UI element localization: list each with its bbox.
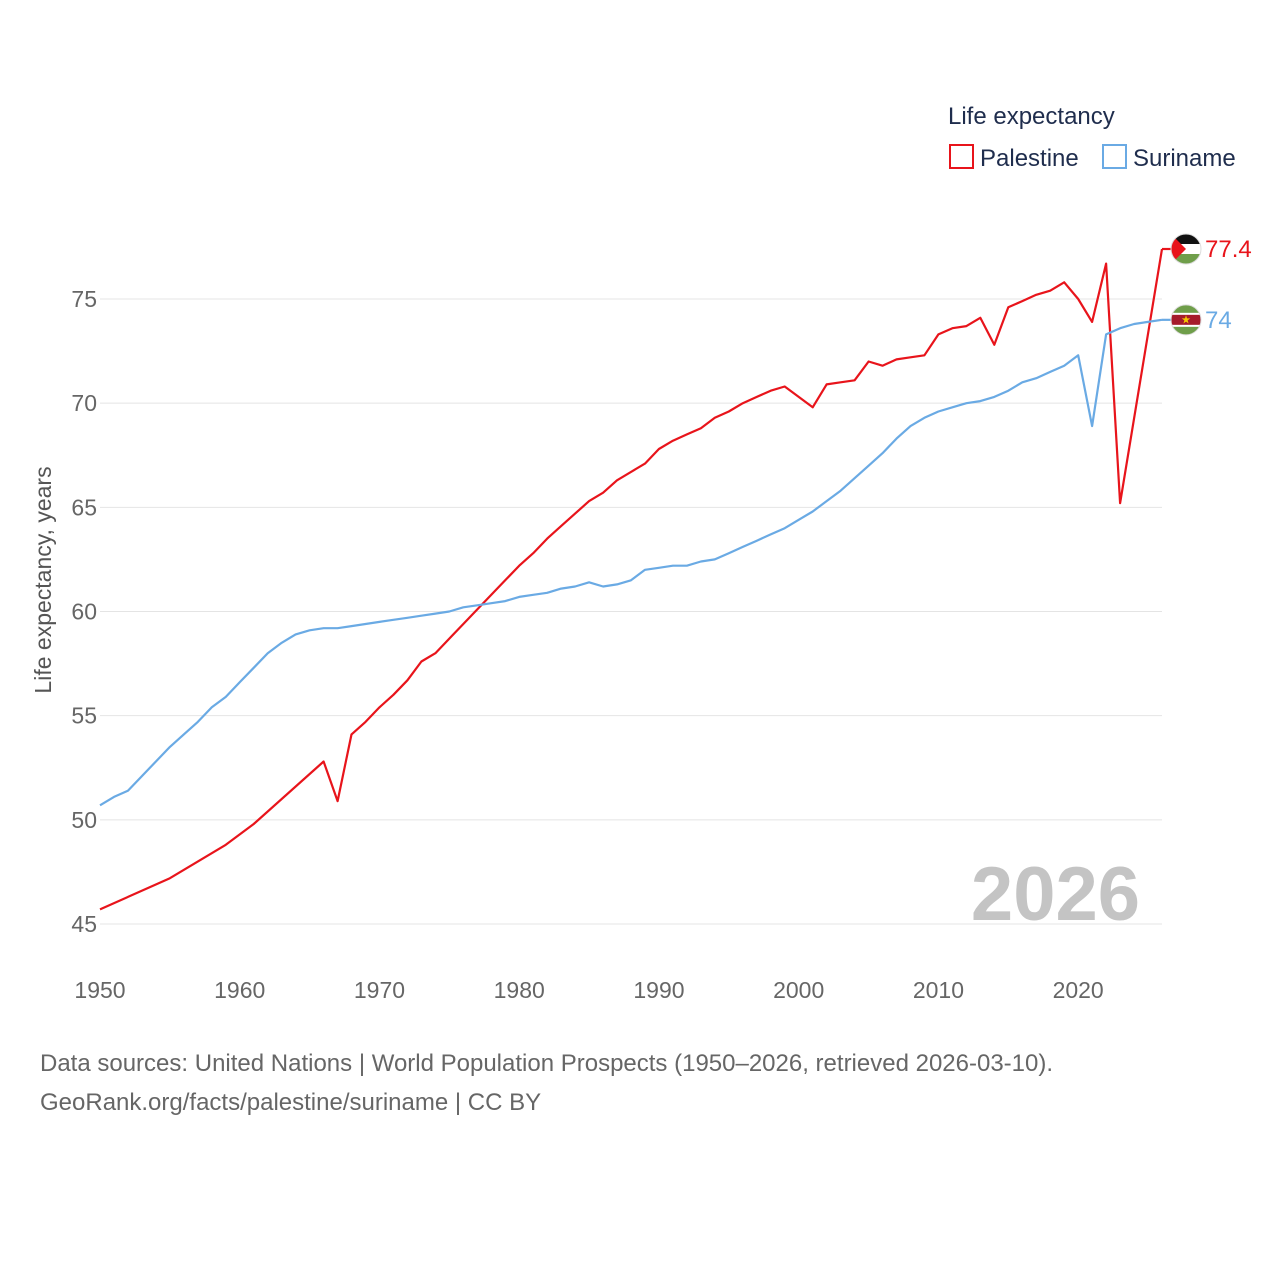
x-tick-1960: 1960: [214, 977, 265, 1003]
y-tick-65: 65: [71, 494, 97, 520]
series-end-labels: 77.4 74: [1170, 233, 1252, 336]
y-tick-50: 50: [71, 807, 97, 833]
y-tick-55: 55: [71, 703, 97, 729]
x-tick-1950: 1950: [74, 977, 125, 1003]
series-line-palestine[interactable]: [99, 248, 1164, 911]
y-tick-45: 45: [71, 911, 97, 937]
y-tick-70: 70: [71, 390, 97, 416]
x-tick-1980: 1980: [494, 977, 545, 1003]
legend-label-suriname: Suriname: [1133, 145, 1236, 172]
legend: Life expectancy Palestine Suriname: [948, 103, 1236, 172]
current-year-watermark: 2026: [971, 852, 1140, 937]
y-tick-75: 75: [71, 286, 97, 312]
source-line-2: GeoRank.org/facts/palestine/suriname | C…: [40, 1089, 542, 1116]
legend-swatch-suriname: [1102, 144, 1127, 169]
gridlines: [100, 298, 1162, 925]
x-axis-ticks: 1950 1960 1970 1980 1990 2000 2010 2020: [74, 977, 1103, 1003]
source-note: Data sources: United Nations | World Pop…: [40, 1044, 1053, 1122]
x-tick-2000: 2000: [773, 977, 824, 1003]
palestine-flag-icon: [1170, 233, 1202, 265]
legend-item-suriname[interactable]: Suriname: [1102, 144, 1236, 172]
legend-swatch-palestine: [949, 144, 974, 169]
x-tick-2010: 2010: [913, 977, 964, 1003]
suriname-flag-icon: [1170, 304, 1202, 336]
source-line-1: Data sources: United Nations | World Pop…: [40, 1050, 1054, 1077]
end-label-suriname: 74: [1205, 307, 1232, 334]
x-tick-1970: 1970: [354, 977, 405, 1003]
y-tick-60: 60: [71, 599, 97, 625]
end-label-palestine: 77.4: [1205, 236, 1252, 263]
legend-label-palestine: Palestine: [980, 145, 1079, 172]
x-tick-1990: 1990: [633, 977, 684, 1003]
series-lines: [99, 247, 1176, 911]
legend-item-palestine[interactable]: Palestine: [949, 144, 1079, 172]
y-axis-ticks: 45 50 55 60 65 70 75: [71, 286, 97, 937]
legend-title: Life expectancy: [948, 103, 1115, 130]
x-tick-2020: 2020: [1053, 977, 1104, 1003]
y-axis-title: Life expectancy, years: [30, 466, 56, 693]
series-line-suriname[interactable]: [99, 318, 1163, 807]
